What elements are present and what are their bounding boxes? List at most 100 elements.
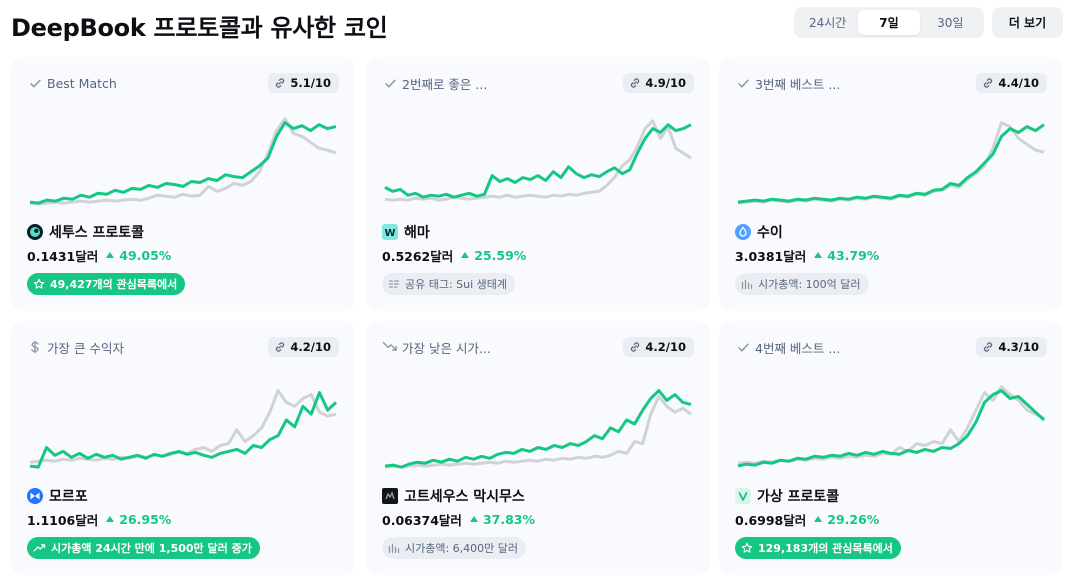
trend-up-icon xyxy=(33,542,46,554)
coin-price: 1.1106달러 xyxy=(27,512,99,528)
card-header: 가장 낮은 시가... 4.2/10 xyxy=(382,336,694,358)
coin-title[interactable]: 모르포 xyxy=(27,486,88,506)
star-icon xyxy=(741,542,753,554)
caret-up-icon xyxy=(469,516,478,522)
caret-up-icon xyxy=(106,516,115,522)
link-icon xyxy=(274,77,290,89)
coin-price: 0.06374달러 xyxy=(382,512,462,528)
similar-coin-card[interactable]: 2번째로 좋은 ... 4.9/10 W 해마 0.5262달러 25.59% … xyxy=(366,57,710,311)
card-header: 가장 큰 수익자 4.2/10 xyxy=(27,336,339,358)
price-row: 1.1106달러 26.95% xyxy=(27,510,171,528)
coin-name: 해마 xyxy=(404,225,430,241)
see-more-button[interactable]: 더 보기 xyxy=(992,7,1063,38)
similar-coin-card[interactable]: 가장 큰 수익자 4.2/10 모르포 1.1106달러 26.95% 시가총액… xyxy=(11,321,355,575)
link-icon xyxy=(982,77,998,89)
coin-price: 3.0381달러 xyxy=(735,248,807,264)
chart-icon xyxy=(388,542,400,554)
match-reason: 가장 낮은 시가... xyxy=(402,340,491,356)
range-30d[interactable]: 30일 xyxy=(937,16,964,30)
similar-coin-card[interactable]: 가장 낮은 시가... 4.2/10 고트세우스 막시무스 0.06374달러 … xyxy=(366,321,710,575)
similar-coin-card[interactable]: 4번째 베스트 ... 4.3/10 가상 프로토콜 0.6998달러 29.2… xyxy=(719,321,1063,575)
similar-coin-card[interactable]: 3번째 베스트 ... 4.4/10 수이 3.0381달러 43.79% 시가… xyxy=(719,57,1063,311)
price-change: 37.83% xyxy=(469,512,535,527)
similarity-score: 4.9/10 xyxy=(645,76,686,90)
coin-name: 모르포 xyxy=(49,489,88,505)
card-header: 3번째 베스트 ... 4.4/10 xyxy=(735,72,1047,94)
insight-tag-label: 129,183개의 관심목록에서 xyxy=(758,542,893,555)
check-icon xyxy=(382,75,398,91)
coin-price-line xyxy=(384,123,692,199)
coin-title[interactable]: 가상 프로토콜 xyxy=(735,486,839,506)
match-reason: 2번째로 좋은 ... xyxy=(402,76,488,92)
check-icon xyxy=(735,75,751,91)
comparison-price-line xyxy=(384,395,692,469)
coin-title[interactable]: 수이 xyxy=(735,222,783,242)
comparison-price-line xyxy=(737,385,1045,465)
link-icon xyxy=(274,341,290,353)
coin-price: 0.1431달러 xyxy=(27,248,99,264)
check-icon xyxy=(27,75,43,91)
insight-tag: 시가총액: 6,400만 달러 xyxy=(382,537,527,559)
sui-logo-icon xyxy=(735,224,751,240)
coin-price-line xyxy=(737,123,1045,204)
match-reason: Best Match xyxy=(47,75,117,91)
coin-name: 고트세우스 막시무스 xyxy=(404,489,525,505)
insight-tag-label: 49,427개의 관심목록에서 xyxy=(50,278,178,291)
star-icon xyxy=(33,278,45,290)
similar-coin-card[interactable]: Best Match 5.1/10 세투스 프로토콜 0.1431달러 49.0… xyxy=(11,57,355,311)
coin-price-line xyxy=(29,121,337,205)
price-change: 29.26% xyxy=(814,512,879,527)
range-24h[interactable]: 24시간 xyxy=(808,16,847,30)
caret-up-icon xyxy=(461,252,470,258)
page-title: DeepBook 프로토콜과 유사한 코인 xyxy=(11,14,388,42)
price-sparkline xyxy=(29,389,338,469)
coin-price: 0.5262달러 xyxy=(382,248,454,264)
svg-text:W: W xyxy=(384,228,395,239)
coin-name: 수이 xyxy=(757,225,783,241)
link-icon xyxy=(629,77,645,89)
similarity-score-badge[interactable]: 4.4/10 xyxy=(976,73,1047,93)
coin-title[interactable]: 세투스 프로토콜 xyxy=(27,222,144,242)
range-7d[interactable]: 7일 xyxy=(858,10,920,35)
card-header: 4번째 베스트 ... 4.3/10 xyxy=(735,336,1047,358)
dollar-icon xyxy=(27,339,43,355)
price-sparkline xyxy=(384,389,692,469)
coin-price-line xyxy=(29,391,338,469)
insight-tag-label: 시가총액 24시간 만에 1,500만 달러 증가 xyxy=(51,542,252,555)
price-sparkline xyxy=(737,121,1045,205)
similarity-score-badge[interactable]: 4.9/10 xyxy=(623,73,694,93)
coin-price-line xyxy=(384,389,692,469)
similarity-score-badge[interactable]: 4.2/10 xyxy=(268,337,339,357)
card-header: Best Match 5.1/10 xyxy=(27,72,339,94)
coin-price-line xyxy=(737,389,1046,468)
price-change: 49.05% xyxy=(106,248,171,263)
comparison-price-line xyxy=(29,117,337,206)
price-sparkline xyxy=(29,117,337,206)
insight-tag-label: 시가총액: 6,400만 달러 xyxy=(405,542,519,555)
similarity-score-badge[interactable]: 4.2/10 xyxy=(623,337,694,357)
caret-up-icon xyxy=(814,516,823,522)
insight-tag: 129,183개의 관심목록에서 xyxy=(735,537,901,559)
price-change: 25.59% xyxy=(461,248,526,263)
insight-tag: 시가총액 24시간 만에 1,500만 달러 증가 xyxy=(27,537,260,559)
caret-up-icon xyxy=(814,252,823,258)
comparison-price-line xyxy=(384,119,692,202)
price-sparkline xyxy=(737,385,1046,468)
price-row: 0.5262달러 25.59% xyxy=(382,246,526,264)
trend-down-icon xyxy=(382,339,398,355)
insight-tag: 공유 태그: Sui 생태계 xyxy=(382,273,516,295)
coin-title[interactable]: 고트세우스 막시무스 xyxy=(382,486,525,506)
coin-name: 가상 프로토콜 xyxy=(757,489,840,505)
price-change: 26.95% xyxy=(106,512,171,527)
virtual-logo-icon xyxy=(735,488,751,504)
wormhole-logo-icon: W xyxy=(382,224,398,240)
similarity-score-badge[interactable]: 4.3/10 xyxy=(976,337,1047,357)
match-reason: 가장 큰 수익자 xyxy=(47,340,124,356)
time-range-toggle: 24시간 7일 30일 xyxy=(794,7,984,38)
coin-title[interactable]: W 해마 xyxy=(382,222,430,242)
link-icon xyxy=(629,341,645,353)
similarity-score-badge[interactable]: 5.1/10 xyxy=(268,73,339,93)
similarity-score: 4.3/10 xyxy=(998,340,1039,354)
insight-tag: 49,427개의 관심목록에서 xyxy=(27,273,186,295)
similarity-score: 4.2/10 xyxy=(645,340,686,354)
